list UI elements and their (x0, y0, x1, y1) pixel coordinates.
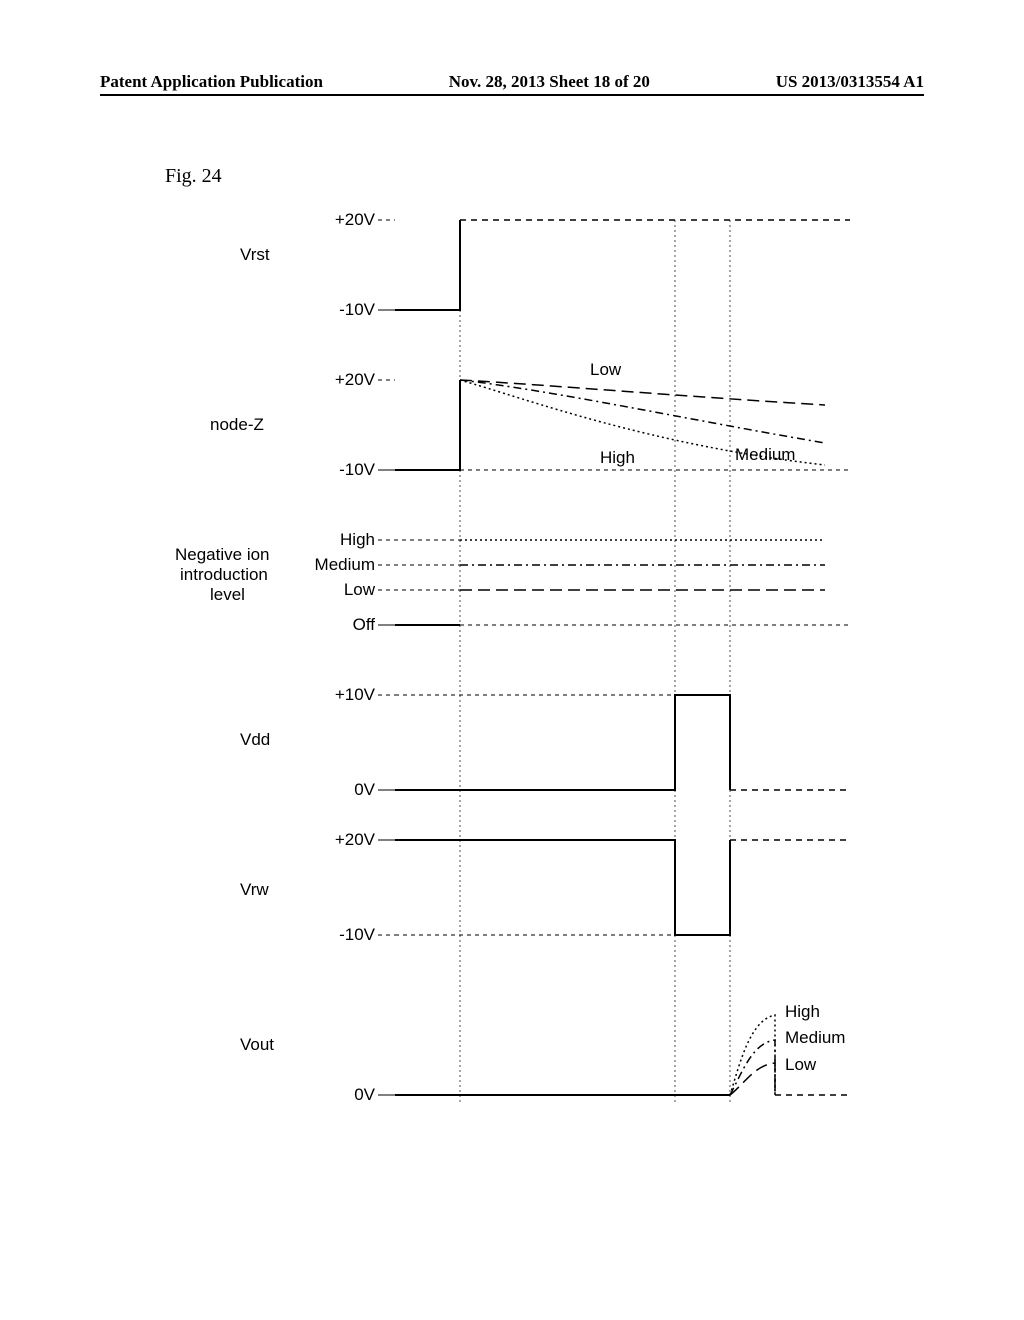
ion-lvl-med: Medium (315, 555, 375, 574)
vrst-label: Vrst (240, 245, 270, 264)
nodez-tick-high: +20V (335, 370, 376, 389)
nodez-wave (395, 380, 460, 470)
vdd-wave (395, 695, 730, 790)
header-right: US 2013/0313554 A1 (776, 72, 924, 92)
ion-label-2: introduction (180, 565, 268, 584)
vout-curve-med (730, 1040, 775, 1095)
nodez-curve-low-lbl: Low (590, 360, 622, 379)
ion-lvl-off: Off (353, 615, 376, 634)
vrw-wave (395, 840, 730, 935)
nodez-curve-med-lbl: Medium (735, 445, 795, 464)
ion-lvl-high: High (340, 530, 375, 549)
vdd-label: Vdd (240, 730, 270, 749)
header-left: Patent Application Publication (100, 72, 323, 92)
ion-label-1: Negative ion (175, 545, 270, 564)
header-center: Nov. 28, 2013 Sheet 18 of 20 (449, 72, 650, 92)
vout-tick: 0V (354, 1085, 375, 1104)
vdd-tick-low: 0V (354, 780, 375, 799)
page-header: Patent Application Publication Nov. 28, … (100, 72, 924, 96)
vout-curve-low (730, 1063, 775, 1095)
nodez-curve-med (460, 380, 825, 443)
nodez-curve-high-lbl: High (600, 448, 635, 467)
vdd-tick-high: +10V (335, 685, 376, 704)
vout-curve-med-lbl: Medium (785, 1028, 845, 1047)
vrst-wave (395, 220, 460, 310)
timing-diagram: Vrst +20V -10V node-Z +20V -10V Low Medi… (130, 165, 900, 1165)
vrw-label: Vrw (240, 880, 269, 899)
vrst-tick-low: -10V (339, 300, 376, 319)
figure-container: Fig. 24 Vrst +20V -10V node-Z +20V -10V … (130, 165, 900, 1165)
vrst-tick-high: +20V (335, 210, 376, 229)
ion-lvl-low: Low (344, 580, 376, 599)
vout-curve-high-lbl: High (785, 1002, 820, 1021)
vrw-tick-high: +20V (335, 830, 376, 849)
vrw-tick-low: -10V (339, 925, 376, 944)
vout-curve-low-lbl: Low (785, 1055, 817, 1074)
figure-label: Fig. 24 (165, 165, 222, 188)
nodez-curve-low (460, 380, 825, 405)
nodez-label: node-Z (210, 415, 264, 434)
nodez-tick-low: -10V (339, 460, 376, 479)
ion-label-3: level (210, 585, 245, 604)
vout-label: Vout (240, 1035, 274, 1054)
